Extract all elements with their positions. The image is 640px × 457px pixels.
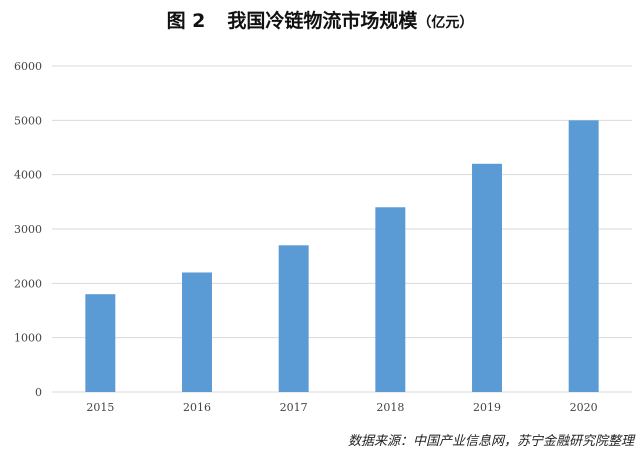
figure-label: 图 2: [166, 10, 206, 32]
title-unit: （亿元）: [417, 15, 474, 31]
y-tick-label: 6000: [14, 60, 42, 73]
bars: [85, 120, 599, 392]
chart-title: 图 2 我国冷链物流市场规模（亿元）: [0, 6, 640, 33]
bar-2016: [182, 272, 212, 392]
source-note: 数据来源：中国产业信息网，苏宁金融研究院整理: [347, 434, 634, 449]
y-tick-label: 2000: [14, 277, 42, 290]
bar-2018: [375, 207, 406, 392]
gridlines: [52, 65, 632, 393]
bar-2015: [85, 294, 116, 392]
bar-2020: [568, 120, 599, 392]
bar-2019: [472, 163, 502, 392]
x-tick-label: 2020: [570, 401, 598, 414]
x-tick-label: 2017: [280, 401, 308, 414]
bar-2017: [278, 245, 309, 392]
y-tick-label: 1000: [14, 332, 42, 345]
y-tick-label: 0: [35, 386, 42, 399]
x-axis-ticks: 2015 2016 2017 2018 2019 2020: [86, 401, 597, 414]
x-tick-label: 2019: [473, 401, 501, 414]
x-tick-label: 2018: [376, 401, 404, 414]
x-tick-label: 2015: [86, 401, 114, 414]
x-tick-label: 2016: [183, 401, 211, 414]
y-tick-label: 3000: [14, 223, 42, 236]
y-tick-label: 5000: [14, 114, 42, 127]
y-axis-ticks: 0 1000 2000 3000 4000 5000 6000: [14, 60, 42, 399]
title-text: 我国冷链物流市场规模: [227, 10, 418, 32]
y-tick-label: 4000: [14, 169, 42, 182]
